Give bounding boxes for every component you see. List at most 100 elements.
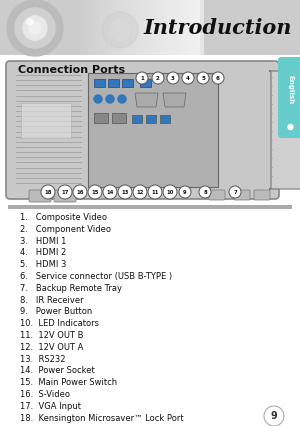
Polygon shape — [135, 93, 158, 107]
FancyBboxPatch shape — [196, 0, 204, 55]
Circle shape — [7, 0, 63, 56]
Text: 14: 14 — [106, 190, 114, 195]
Circle shape — [288, 124, 293, 130]
FancyBboxPatch shape — [29, 190, 51, 202]
Circle shape — [229, 186, 241, 198]
Text: 15: 15 — [91, 190, 99, 195]
Text: 9: 9 — [183, 190, 187, 195]
Text: 8: 8 — [203, 190, 207, 195]
FancyBboxPatch shape — [209, 190, 225, 200]
FancyBboxPatch shape — [96, 0, 104, 55]
Circle shape — [88, 185, 102, 199]
Circle shape — [73, 185, 87, 199]
FancyBboxPatch shape — [100, 0, 108, 55]
FancyBboxPatch shape — [144, 0, 152, 55]
FancyBboxPatch shape — [136, 0, 144, 55]
Text: 7.   Backup Remote Tray: 7. Backup Remote Tray — [20, 284, 122, 293]
Circle shape — [199, 186, 211, 198]
Text: 17: 17 — [61, 190, 69, 195]
FancyBboxPatch shape — [108, 0, 116, 55]
Text: 11.  12V OUT B: 11. 12V OUT B — [20, 331, 83, 340]
Text: 3.   HDMI 1: 3. HDMI 1 — [20, 236, 66, 246]
FancyBboxPatch shape — [88, 0, 96, 55]
Circle shape — [27, 19, 33, 25]
Text: 4: 4 — [186, 75, 190, 81]
Text: 17.  VGA Input: 17. VGA Input — [20, 402, 81, 411]
Text: 10.  LED Indicators: 10. LED Indicators — [20, 319, 99, 328]
Text: English: English — [287, 75, 293, 104]
FancyBboxPatch shape — [88, 73, 218, 187]
Text: 2: 2 — [156, 75, 160, 81]
FancyBboxPatch shape — [92, 0, 100, 55]
FancyBboxPatch shape — [278, 57, 300, 138]
FancyBboxPatch shape — [156, 0, 164, 55]
FancyBboxPatch shape — [132, 0, 140, 55]
Circle shape — [148, 185, 162, 199]
Circle shape — [197, 72, 209, 84]
FancyBboxPatch shape — [269, 71, 300, 189]
Circle shape — [136, 72, 148, 84]
FancyBboxPatch shape — [108, 79, 119, 87]
FancyBboxPatch shape — [132, 115, 142, 123]
Text: 3: 3 — [171, 75, 175, 81]
Text: 18: 18 — [44, 190, 52, 195]
FancyBboxPatch shape — [0, 0, 300, 55]
Circle shape — [110, 20, 130, 40]
Circle shape — [212, 72, 224, 84]
Polygon shape — [163, 93, 186, 107]
Text: 15.  Main Power Switch: 15. Main Power Switch — [20, 378, 117, 387]
FancyBboxPatch shape — [140, 79, 151, 87]
Circle shape — [152, 72, 164, 84]
Circle shape — [118, 185, 132, 199]
FancyBboxPatch shape — [94, 113, 108, 123]
Circle shape — [23, 16, 47, 40]
Text: 16: 16 — [76, 190, 84, 195]
FancyBboxPatch shape — [184, 0, 192, 55]
FancyBboxPatch shape — [120, 0, 128, 55]
FancyBboxPatch shape — [21, 103, 71, 138]
Circle shape — [41, 185, 55, 199]
Text: 5: 5 — [201, 75, 205, 81]
FancyBboxPatch shape — [104, 0, 112, 55]
Circle shape — [102, 12, 138, 48]
FancyBboxPatch shape — [6, 61, 279, 199]
Circle shape — [106, 95, 115, 104]
Text: 9: 9 — [271, 411, 278, 421]
Circle shape — [118, 95, 127, 104]
Text: 2.   Component Video: 2. Component Video — [20, 225, 111, 234]
FancyBboxPatch shape — [128, 0, 136, 55]
Circle shape — [58, 185, 72, 199]
FancyBboxPatch shape — [146, 115, 156, 123]
FancyBboxPatch shape — [160, 0, 168, 55]
FancyBboxPatch shape — [122, 79, 133, 87]
FancyBboxPatch shape — [112, 113, 126, 123]
Circle shape — [167, 72, 179, 84]
FancyBboxPatch shape — [176, 0, 184, 55]
Text: 9.   Power Button: 9. Power Button — [20, 308, 92, 317]
Text: 12: 12 — [136, 190, 144, 195]
Text: 18.  Kensington Microsaver™ Lock Port: 18. Kensington Microsaver™ Lock Port — [20, 414, 184, 423]
Circle shape — [29, 22, 41, 34]
Text: 16.  S-Video: 16. S-Video — [20, 390, 70, 399]
FancyBboxPatch shape — [160, 115, 170, 123]
Text: 6.   Service connector (USB B-TYPE ): 6. Service connector (USB B-TYPE ) — [20, 272, 172, 281]
Circle shape — [264, 406, 284, 426]
FancyBboxPatch shape — [152, 0, 160, 55]
Text: Connection Ports: Connection Ports — [18, 65, 125, 75]
Text: 4.   HDMI 2: 4. HDMI 2 — [20, 248, 66, 257]
Text: 12.  12V OUT A: 12. 12V OUT A — [20, 343, 83, 352]
FancyBboxPatch shape — [172, 0, 180, 55]
FancyBboxPatch shape — [140, 0, 148, 55]
Circle shape — [179, 186, 191, 198]
Circle shape — [133, 185, 147, 199]
Text: 11: 11 — [151, 190, 159, 195]
FancyBboxPatch shape — [54, 190, 76, 202]
Text: 8.   IR Receiver: 8. IR Receiver — [20, 296, 84, 305]
Text: 10: 10 — [166, 190, 174, 195]
Text: 1: 1 — [140, 75, 144, 81]
FancyBboxPatch shape — [234, 190, 250, 200]
Text: 13.  RS232: 13. RS232 — [20, 354, 65, 364]
FancyBboxPatch shape — [116, 0, 124, 55]
Text: 14.  Power Socket: 14. Power Socket — [20, 366, 95, 375]
FancyBboxPatch shape — [164, 0, 172, 55]
